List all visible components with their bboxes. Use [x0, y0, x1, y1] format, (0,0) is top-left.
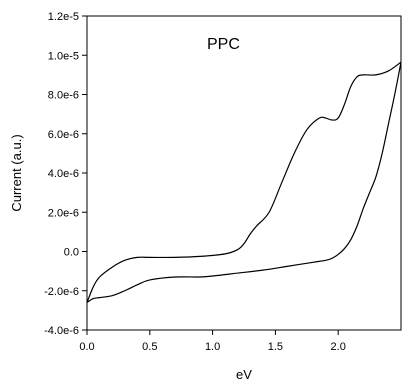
y-tick-label: 8.0e-6 [48, 90, 79, 102]
y-tick-label: 0.0 [64, 247, 79, 259]
y-axis-label: Current (a.u.) [9, 134, 24, 211]
y-tick-label: 1.0e-5 [48, 50, 79, 62]
y-tick-label: 2.0e-6 [48, 207, 79, 219]
x-tick-label: 0.0 [79, 341, 94, 353]
x-tick-label: 1.0 [205, 341, 220, 353]
x-tick-label: 0.5 [142, 341, 157, 353]
series-line-1 [86, 61, 402, 303]
y-tick-label: 4.0e-6 [48, 168, 79, 180]
y-tick-label: -2.0e-6 [44, 286, 79, 298]
series-layer [86, 61, 402, 304]
plot-frame [86, 15, 402, 331]
x-axis: 0.0 0.5 1.0 1.5 2.0 [79, 330, 346, 353]
series-line-2 [86, 62, 402, 304]
chart-title: PPC [207, 36, 240, 53]
x-tick-label: 2.0 [331, 341, 346, 353]
x-axis-label: eV [236, 367, 252, 382]
y-tick-label: 6.0e-6 [48, 129, 79, 141]
y-tick-label: 1.2e-5 [48, 11, 79, 23]
y-axis: -4.0e-6 -2.0e-6 0.0 2.0e-6 4.0e-6 6.0e-6 8.0e-… [44, 11, 87, 337]
x-tick-label: 1.5 [268, 341, 283, 353]
y-tick-label: -4.0e-6 [44, 325, 79, 337]
